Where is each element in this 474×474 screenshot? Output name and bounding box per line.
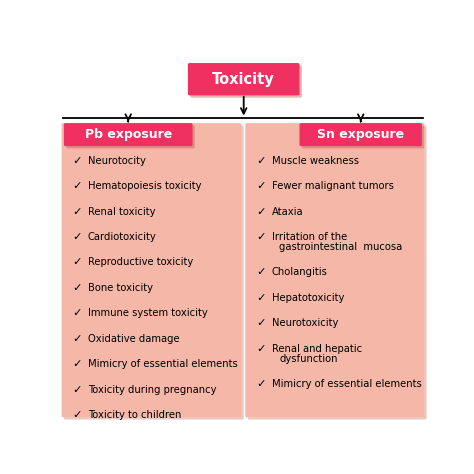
Text: Mimicry of essential elements: Mimicry of essential elements — [272, 379, 421, 389]
Text: Sn exposure: Sn exposure — [317, 128, 404, 141]
Text: Cardiotoxicity: Cardiotoxicity — [88, 232, 157, 242]
FancyBboxPatch shape — [64, 123, 192, 146]
Text: ✓: ✓ — [73, 257, 82, 267]
Text: ✓: ✓ — [73, 181, 82, 191]
Text: Hepatotoxicity: Hepatotoxicity — [272, 293, 344, 303]
Text: ✓: ✓ — [256, 344, 265, 354]
Text: Toxicity to children: Toxicity to children — [88, 410, 181, 420]
Text: ✓: ✓ — [73, 384, 82, 394]
Text: Bone toxicity: Bone toxicity — [88, 283, 153, 293]
FancyBboxPatch shape — [190, 65, 302, 98]
Text: Cholangitis: Cholangitis — [272, 267, 328, 277]
FancyBboxPatch shape — [64, 126, 244, 419]
Text: ✓: ✓ — [256, 156, 265, 166]
Text: Renal and hepatic: Renal and hepatic — [272, 344, 362, 354]
Text: dysfunction: dysfunction — [279, 354, 338, 364]
Text: ✓: ✓ — [73, 308, 82, 318]
Text: Ataxia: Ataxia — [272, 207, 303, 217]
Text: ✓: ✓ — [73, 156, 82, 166]
FancyBboxPatch shape — [300, 123, 422, 146]
Text: Fewer malignant tumors: Fewer malignant tumors — [272, 181, 393, 191]
Text: Muscle weakness: Muscle weakness — [272, 156, 359, 166]
Text: ✓: ✓ — [256, 319, 265, 328]
Text: ✓: ✓ — [256, 267, 265, 277]
Text: Immune system toxicity: Immune system toxicity — [88, 308, 208, 318]
Text: Toxicity: Toxicity — [212, 72, 275, 87]
Text: ✓: ✓ — [256, 293, 265, 303]
Text: Oxidative damage: Oxidative damage — [88, 334, 180, 344]
FancyBboxPatch shape — [247, 126, 427, 419]
Text: ✓: ✓ — [73, 334, 82, 344]
Text: ✓: ✓ — [73, 283, 82, 293]
FancyBboxPatch shape — [245, 123, 424, 417]
Text: Pb exposure: Pb exposure — [84, 128, 172, 141]
Text: Toxicity during pregnancy: Toxicity during pregnancy — [88, 384, 217, 394]
Text: Neurotoxicity: Neurotoxicity — [272, 319, 338, 328]
Text: ✓: ✓ — [73, 207, 82, 217]
Text: ✓: ✓ — [256, 207, 265, 217]
Text: ✓: ✓ — [73, 359, 82, 369]
Text: ✓: ✓ — [256, 232, 265, 242]
FancyBboxPatch shape — [302, 126, 424, 148]
Text: ✓: ✓ — [73, 232, 82, 242]
Text: ✓: ✓ — [73, 410, 82, 420]
Text: Neurotocity: Neurotocity — [88, 156, 146, 166]
Text: ✓: ✓ — [256, 379, 265, 389]
FancyBboxPatch shape — [66, 126, 195, 148]
FancyBboxPatch shape — [188, 63, 300, 95]
Text: gastrointestinal  mucosa: gastrointestinal mucosa — [279, 242, 402, 252]
Text: Renal toxicity: Renal toxicity — [88, 207, 155, 217]
Text: Reproductive toxicity: Reproductive toxicity — [88, 257, 193, 267]
Text: Hematopoiesis toxicity: Hematopoiesis toxicity — [88, 181, 201, 191]
Text: Mimicry of essential elements: Mimicry of essential elements — [88, 359, 237, 369]
Text: Irritation of the: Irritation of the — [272, 232, 347, 242]
FancyBboxPatch shape — [62, 123, 241, 417]
Text: ✓: ✓ — [256, 181, 265, 191]
